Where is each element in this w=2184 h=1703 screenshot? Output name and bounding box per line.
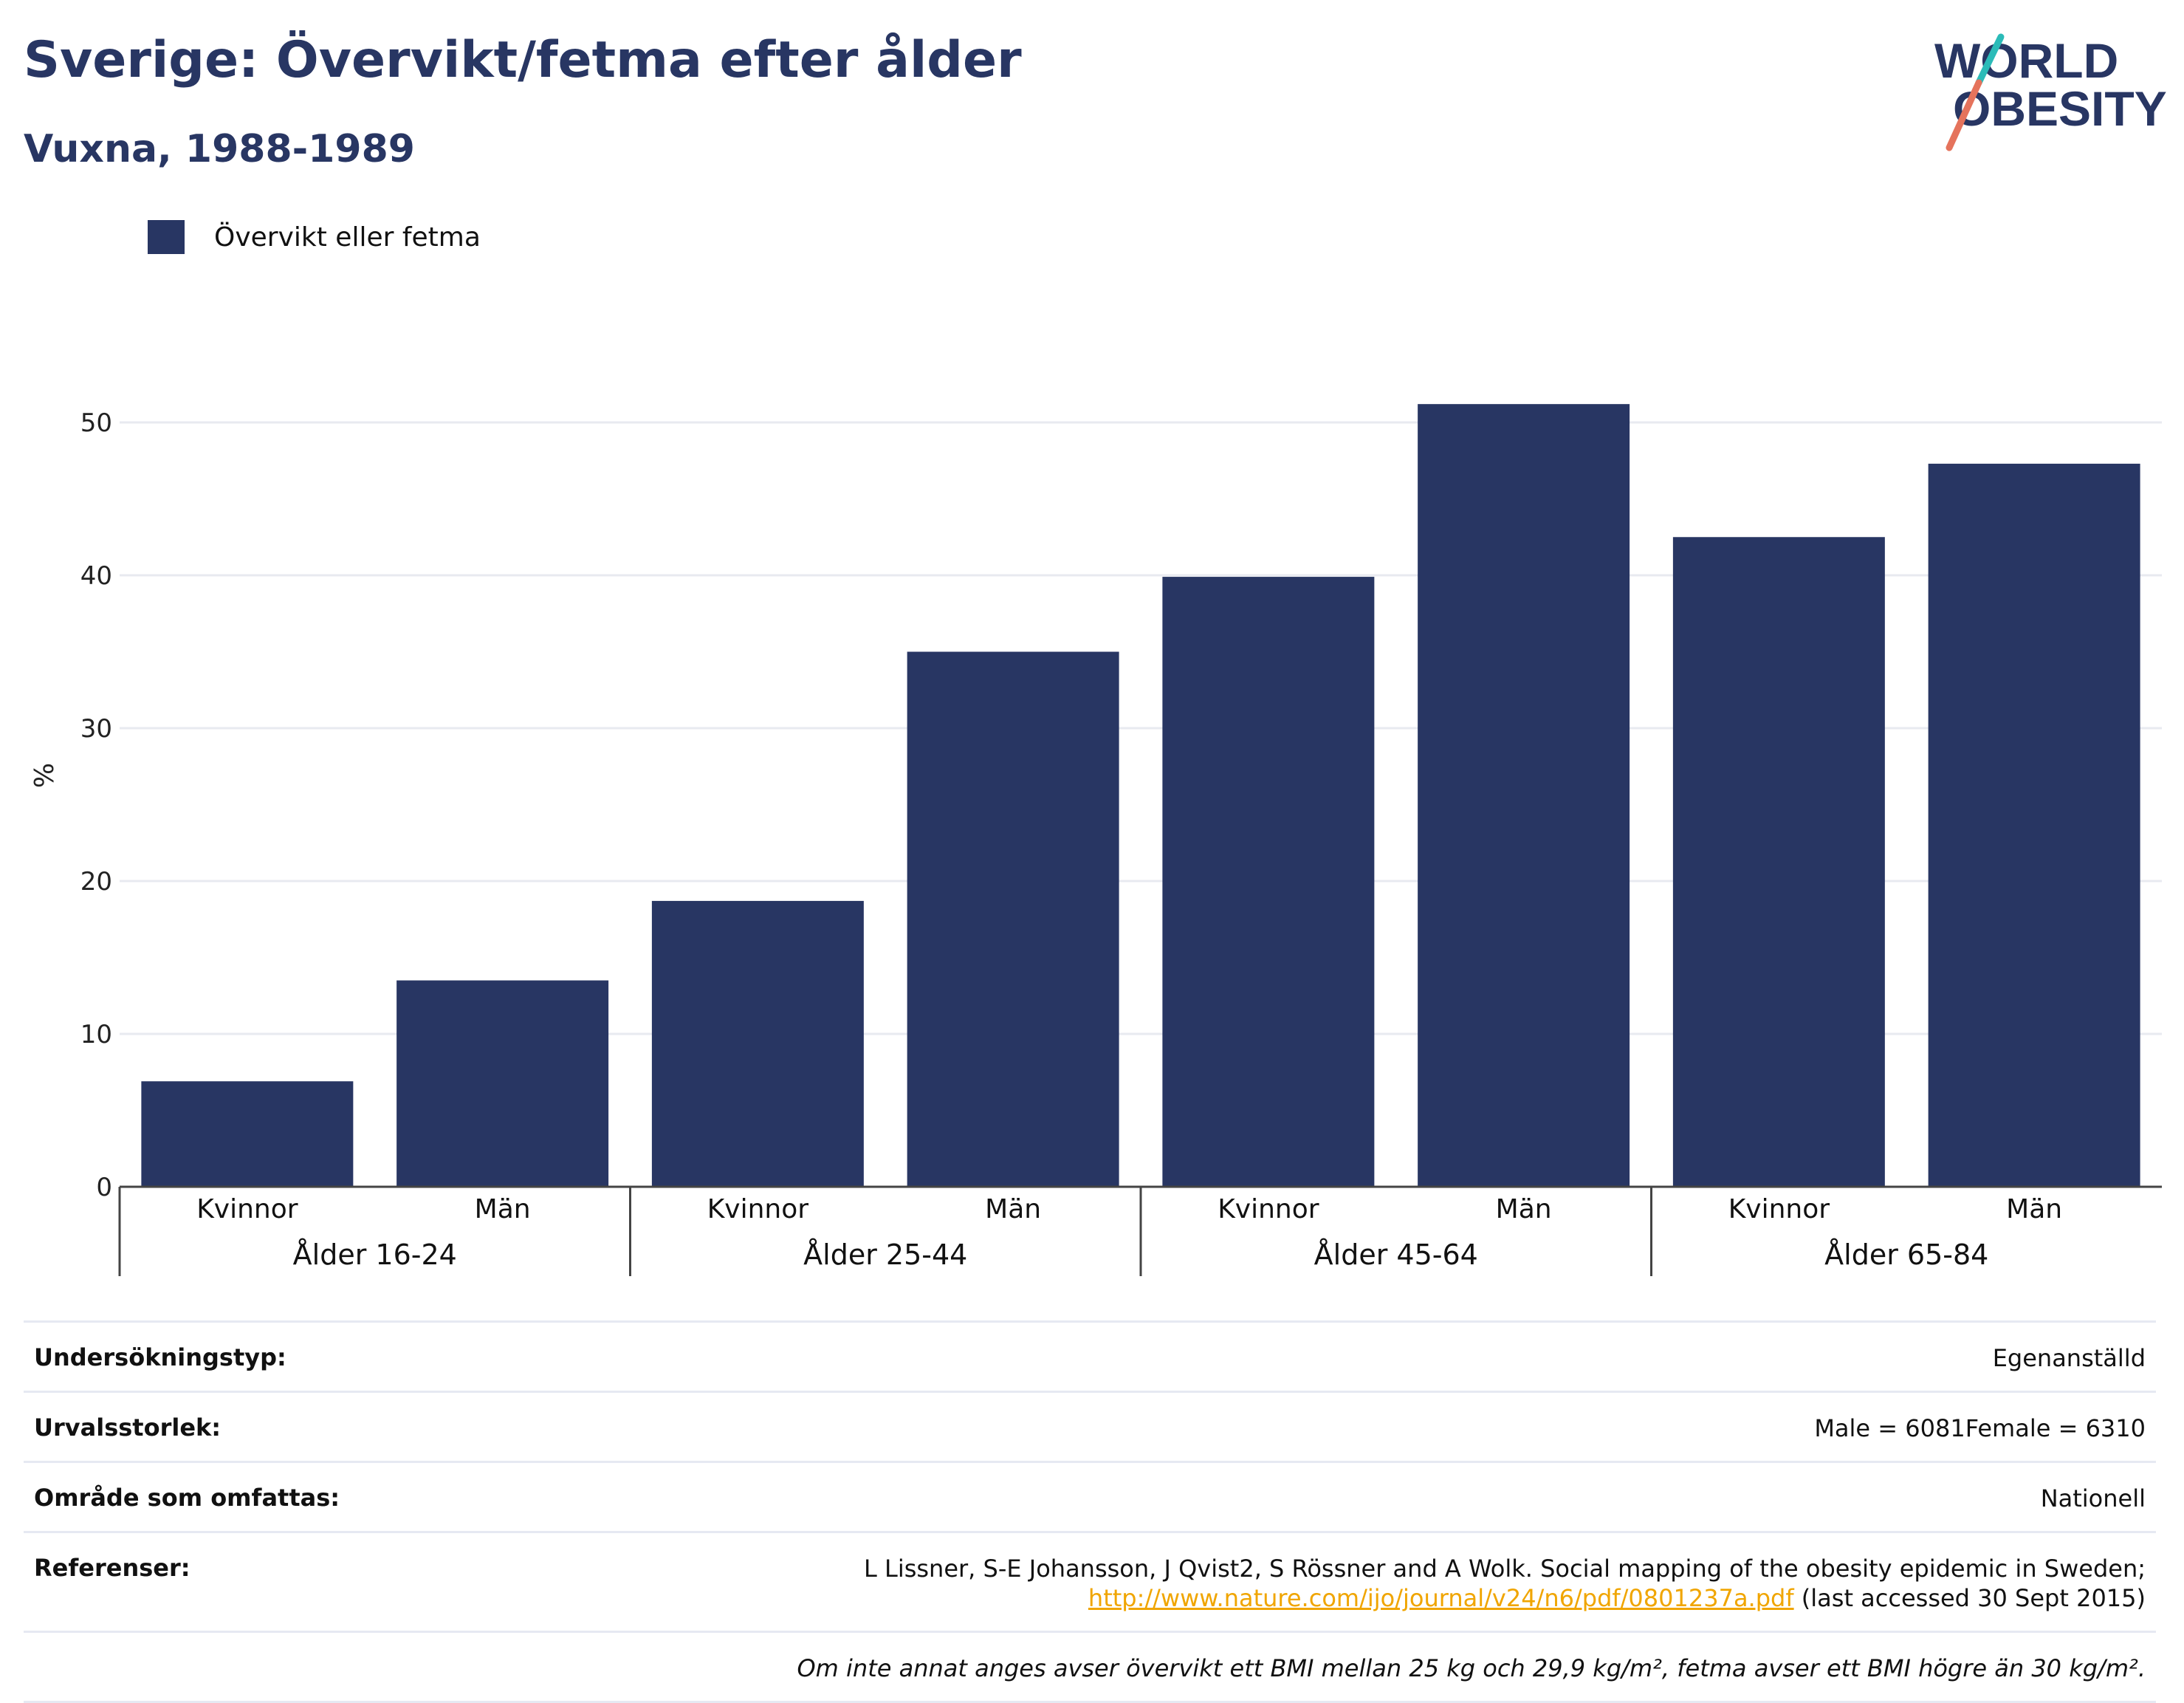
y-tick-label: 20 xyxy=(80,867,112,897)
metadata-table: Undersökningstyp: Egenanställd Urvalssto… xyxy=(24,1320,2156,1703)
definition-note: Om inte annat anges avser övervikt ett B… xyxy=(797,1654,2146,1682)
world-obesity-logo: WORLD OBESITY xyxy=(1934,33,2167,151)
bar xyxy=(907,651,1119,1187)
y-tick-label: 50 xyxy=(80,408,112,438)
area-value: Nationell xyxy=(2040,1484,2146,1512)
bar-chart: 0 10 20 30 40 50% Kvinnor Män Kvinnor Män Kvinnor M… xyxy=(30,404,2162,1276)
references-accessed: (last accessed 30 Sept 2015) xyxy=(1793,1584,2146,1612)
logo-slash-coral xyxy=(1946,79,1982,151)
x-tick-label: Kvinnor xyxy=(196,1194,298,1224)
bar xyxy=(1418,404,1630,1188)
sample-size-label: Urvalsstorlek: xyxy=(34,1414,222,1442)
legend-swatch xyxy=(148,220,185,254)
logo-text-obesity: OBESITY xyxy=(1953,81,2167,136)
references-label: Referenser: xyxy=(34,1554,190,1582)
x-tick-label: Män xyxy=(985,1194,1041,1224)
bar xyxy=(396,980,609,1187)
x-tick-label: Män xyxy=(2006,1194,2062,1224)
meta-row-area: Område som omfattas: Nationell xyxy=(24,1461,2156,1531)
survey-type-label: Undersökningstyp: xyxy=(34,1343,286,1371)
x-tick-label: Män xyxy=(1496,1194,1552,1224)
group-label: Ålder 16-24 xyxy=(293,1238,457,1271)
bar xyxy=(651,900,864,1187)
bar xyxy=(1928,463,2140,1187)
survey-type-value: Egenanställd xyxy=(1992,1344,2146,1372)
x-tick-label: Män xyxy=(475,1194,531,1224)
group-label: Ålder 45-64 xyxy=(1314,1238,1478,1271)
bar xyxy=(1162,577,1375,1187)
references-value: L Lissner, S-E Johansson, J Qvist2, S Rö… xyxy=(864,1554,2146,1613)
y-tick-label: 10 xyxy=(80,1020,112,1049)
area-label: Område som omfattas: xyxy=(34,1484,340,1512)
logo-slash-teal xyxy=(1975,33,2005,86)
y-tick-label: 40 xyxy=(80,561,112,591)
x-tick-label: Kvinnor xyxy=(707,1194,809,1224)
logo-text-world: WORLD xyxy=(1934,33,2118,88)
group-label: Ålder 65-84 xyxy=(1824,1238,1988,1271)
bar xyxy=(141,1081,354,1187)
meta-row-references: Referenser: L Lissner, S-E Johansson, J … xyxy=(24,1531,2156,1631)
sample-size-value: Male = 6081Female = 6310 xyxy=(1814,1414,2146,1442)
y-axis-label: % xyxy=(30,763,60,788)
y-tick-label: 0 xyxy=(96,1173,112,1202)
references-text: L Lissner, S-E Johansson, J Qvist2, S Rö… xyxy=(863,1555,2146,1583)
group-label: Ålder 25-44 xyxy=(803,1238,967,1271)
legend-label: Övervikt eller fetma xyxy=(214,222,481,253)
meta-row-survey-type: Undersökningstyp: Egenanställd xyxy=(24,1320,2156,1391)
references-link[interactable]: http://www.nature.com/ijo/journal/v24/n6… xyxy=(1088,1584,1794,1612)
meta-row-note: Om inte annat anges avser övervikt ett B… xyxy=(24,1631,2156,1703)
bar xyxy=(1672,537,1885,1187)
meta-row-sample-size: Urvalsstorlek: Male = 6081Female = 6310 xyxy=(24,1391,2156,1461)
y-tick-label: 30 xyxy=(80,714,112,744)
chart-subtitle: Vuxna, 1988-1989 xyxy=(24,127,415,171)
x-tick-label: Kvinnor xyxy=(1218,1194,1319,1224)
legend: Övervikt eller fetma xyxy=(148,220,481,254)
chart-title: Sverige: Övervikt/fetma efter ålder xyxy=(24,31,1022,89)
x-tick-label: Kvinnor xyxy=(1728,1194,1830,1224)
